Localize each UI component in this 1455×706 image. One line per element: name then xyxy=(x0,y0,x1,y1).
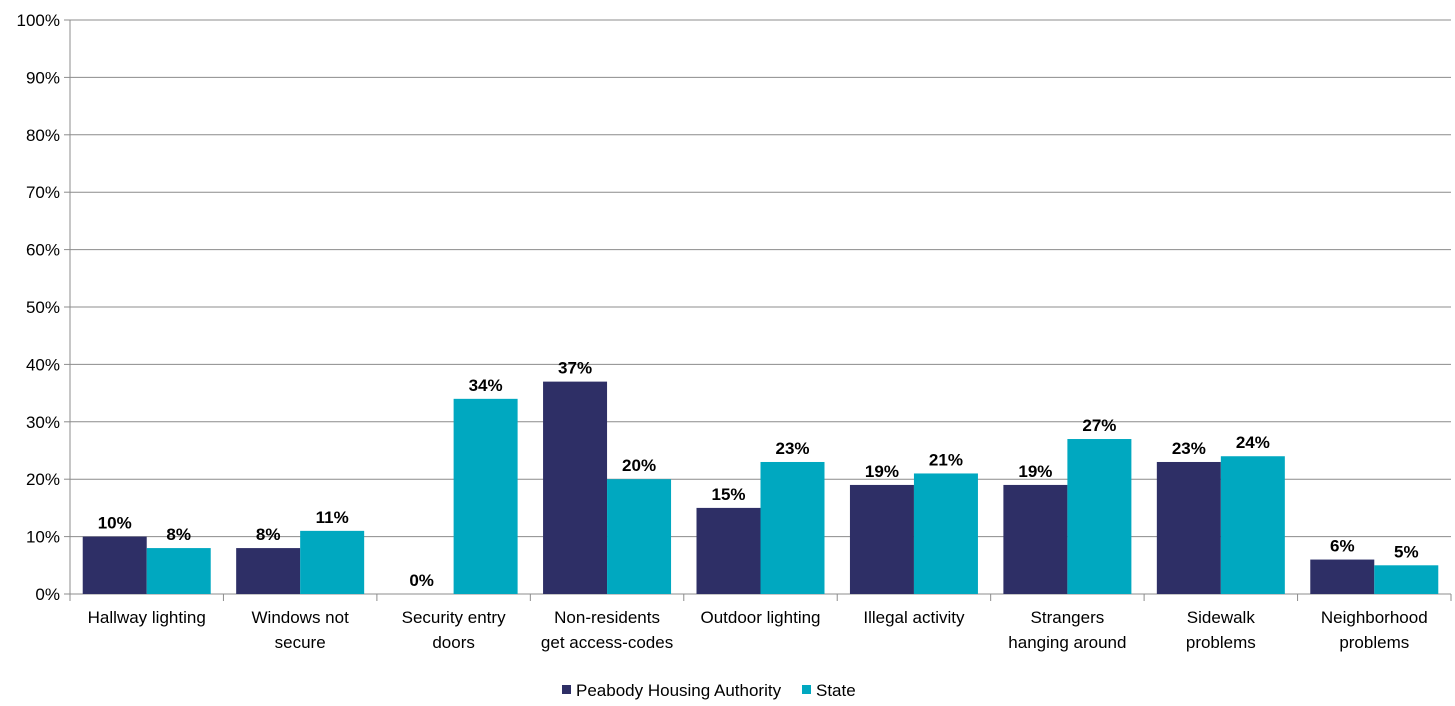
category-label-line: Hallway lighting xyxy=(88,608,206,627)
bar xyxy=(1003,484,1068,594)
data-label: 10% xyxy=(98,514,132,533)
category-label-line: problems xyxy=(1339,633,1409,652)
y-tick-label: 80% xyxy=(26,126,60,145)
bar xyxy=(300,530,365,594)
category-label-line: secure xyxy=(275,633,326,652)
legend-label: State xyxy=(816,681,856,700)
category-label: Sidewalk problems xyxy=(1186,608,1256,652)
bar xyxy=(760,461,825,594)
bar xyxy=(607,479,672,594)
bar xyxy=(236,548,301,594)
data-label: 0% xyxy=(409,571,434,590)
bar xyxy=(1220,456,1285,594)
category-labels: Hallway lighting Windows not secure Securit… xyxy=(88,608,1428,652)
category-label-line: Neighborhood xyxy=(1321,608,1428,627)
bar xyxy=(913,473,978,594)
y-tick-label: 0% xyxy=(35,585,60,604)
data-label: 23% xyxy=(775,439,809,458)
category-label-line: Security entry xyxy=(402,608,506,627)
category-label-line: Windows not xyxy=(252,608,350,627)
bar xyxy=(696,507,761,594)
data-label: 23% xyxy=(1172,439,1206,458)
category-label: Hallway lighting xyxy=(88,608,206,627)
y-tick-label: 20% xyxy=(26,470,60,489)
y-tick-label: 100% xyxy=(17,11,60,30)
category-label-line: Outdoor lighting xyxy=(700,608,820,627)
data-label: 21% xyxy=(929,450,963,469)
category-label-line: Sidewalk xyxy=(1187,608,1256,627)
category-label-line: problems xyxy=(1186,633,1256,652)
y-tick-label: 90% xyxy=(26,68,60,87)
data-label: 19% xyxy=(1018,462,1052,481)
bar xyxy=(453,398,518,594)
data-label: 5% xyxy=(1394,542,1419,561)
bar xyxy=(82,536,147,594)
data-label: 19% xyxy=(865,462,899,481)
category-label-line: Illegal activity xyxy=(863,608,965,627)
y-tick-label: 30% xyxy=(26,413,60,432)
data-label: 8% xyxy=(256,525,281,544)
bar xyxy=(146,548,211,594)
legend-item: State xyxy=(802,681,856,700)
bar xyxy=(1067,439,1132,594)
bar xyxy=(1156,461,1221,594)
category-label: Illegal activity xyxy=(863,608,965,627)
legend-item: Peabody Housing Authority xyxy=(562,681,782,700)
legend-swatch xyxy=(802,685,811,694)
category-label: Windows not secure xyxy=(252,608,350,652)
data-labels: 10% 8% 8% 11% 0% 34% 37% 20% 15% 23% 19% 21% 19% 27% 2… xyxy=(98,359,1419,590)
bar xyxy=(543,381,608,594)
data-label: 15% xyxy=(711,485,745,504)
data-label: 34% xyxy=(469,376,503,395)
category-label: Non-residents get access-codes xyxy=(541,608,673,652)
data-label: 37% xyxy=(558,359,592,378)
category-label-line: Strangers xyxy=(1031,608,1105,627)
category-label: Strangers hanging around xyxy=(1008,608,1126,652)
category-label-line: hanging around xyxy=(1008,633,1126,652)
bar xyxy=(1374,565,1439,594)
legend-swatch xyxy=(562,685,571,694)
bars xyxy=(82,381,1439,594)
y-tick-label: 70% xyxy=(26,183,60,202)
category-label-line: get access-codes xyxy=(541,633,673,652)
gridlines xyxy=(70,19,1451,538)
category-label-line: doors xyxy=(432,633,475,652)
legend: Peabody Housing Authority State xyxy=(562,681,856,700)
category-label-line: Non-residents xyxy=(554,608,660,627)
y-tick-label: 40% xyxy=(26,355,60,374)
y-tick-label: 50% xyxy=(26,298,60,317)
category-label: Neighborhood problems xyxy=(1321,608,1428,652)
bar xyxy=(1310,559,1375,594)
data-label: 24% xyxy=(1236,433,1270,452)
category-label: Security entry doors xyxy=(402,608,506,652)
data-label: 27% xyxy=(1082,416,1116,435)
bar xyxy=(849,484,914,594)
y-tick-label: 60% xyxy=(26,241,60,260)
data-label: 20% xyxy=(622,456,656,475)
category-label: Outdoor lighting xyxy=(700,608,820,627)
legend-label: Peabody Housing Authority xyxy=(576,681,782,700)
data-label: 6% xyxy=(1330,537,1355,556)
y-tick-label: 10% xyxy=(26,528,60,547)
data-label: 11% xyxy=(316,508,349,527)
data-label: 8% xyxy=(166,525,191,544)
